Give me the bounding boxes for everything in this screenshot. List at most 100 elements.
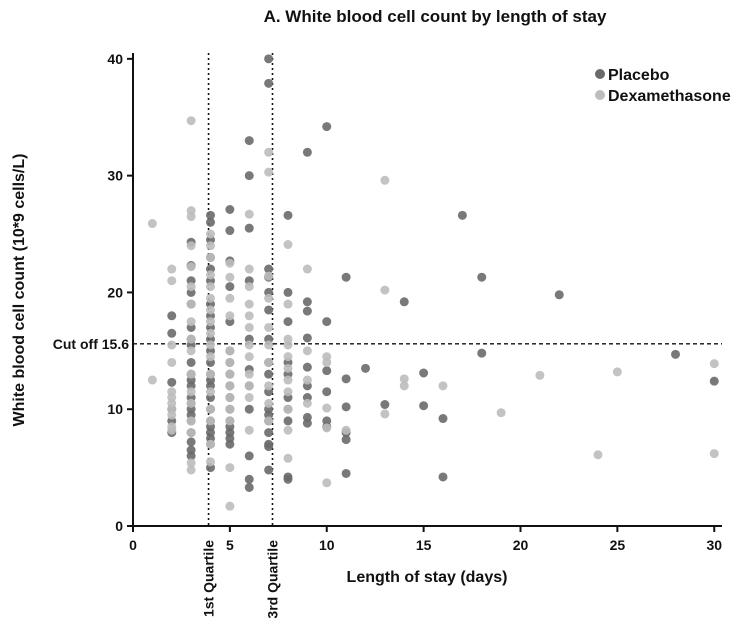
data-point <box>186 416 196 426</box>
data-point <box>206 404 215 414</box>
data-point <box>283 375 293 385</box>
data-point <box>225 501 235 511</box>
y-axis-label: White blood cell count (10*9 cells/L) <box>11 154 28 427</box>
data-point <box>225 272 235 282</box>
data-point <box>244 171 254 181</box>
data-point <box>283 363 293 373</box>
x-tick-label: 0 <box>129 537 137 553</box>
x-axis-label: Length of stay (days) <box>347 569 508 586</box>
data-point <box>186 398 196 408</box>
data-point <box>341 374 351 384</box>
data-point <box>380 175 390 185</box>
data-point <box>225 293 235 303</box>
data-point <box>186 346 196 356</box>
data-point <box>302 264 312 274</box>
data-point <box>244 223 254 233</box>
data-point <box>225 404 235 414</box>
data-point <box>361 363 370 373</box>
data-point <box>225 311 235 321</box>
data-point <box>302 398 312 408</box>
data-point <box>283 425 293 435</box>
data-point <box>302 375 312 385</box>
data-point <box>206 217 215 227</box>
data-point <box>322 317 332 327</box>
data-point <box>283 210 293 220</box>
reference-label: 3rd Quartile <box>265 540 281 619</box>
data-point <box>264 442 274 452</box>
data-point <box>302 147 312 157</box>
data-point <box>399 297 409 307</box>
data-point <box>225 258 235 268</box>
legend-label: Dexamethasone <box>608 88 731 105</box>
data-point <box>167 410 177 420</box>
data-point <box>186 262 196 272</box>
data-point <box>186 212 196 222</box>
data-point <box>206 369 215 379</box>
data-point <box>206 270 215 280</box>
data-point <box>322 403 332 413</box>
data-point <box>244 264 254 274</box>
data-point <box>283 317 293 327</box>
data-point <box>477 348 487 358</box>
data-point <box>206 352 215 362</box>
data-point <box>206 317 215 327</box>
data-point <box>206 293 215 303</box>
data-point <box>206 210 215 220</box>
data-point <box>167 357 177 367</box>
data-point <box>264 293 274 303</box>
data-point <box>283 240 293 250</box>
data-point <box>186 317 196 327</box>
data-point <box>283 416 293 426</box>
data-point <box>264 305 274 315</box>
data-point <box>380 400 390 410</box>
data-point <box>264 147 274 157</box>
data-point <box>225 463 235 473</box>
data-point <box>264 398 274 408</box>
data-point <box>302 418 312 428</box>
data-point <box>264 264 274 274</box>
data-point <box>671 349 680 359</box>
data-point <box>186 282 196 292</box>
data-point <box>283 299 293 309</box>
data-point <box>244 209 254 219</box>
data-point <box>264 465 274 475</box>
legend-label: Placebo <box>608 67 670 84</box>
data-point <box>554 290 564 300</box>
data-point <box>167 340 177 350</box>
data-point <box>244 393 254 403</box>
data-point <box>206 439 215 449</box>
data-point <box>709 449 719 459</box>
data-point <box>186 437 196 447</box>
data-point <box>322 478 332 488</box>
data-point <box>244 474 254 484</box>
data-point <box>186 334 196 344</box>
data-point <box>186 465 196 475</box>
data-point <box>341 272 351 282</box>
data-point <box>341 402 351 412</box>
data-point <box>264 428 274 438</box>
data-point <box>206 241 215 251</box>
data-point <box>244 352 254 362</box>
data-point <box>225 393 235 403</box>
data-point <box>612 367 622 377</box>
data-point <box>593 450 603 460</box>
data-point <box>225 204 235 214</box>
data-point <box>283 474 293 484</box>
data-point <box>186 116 196 126</box>
y-tick-label: 30 <box>107 168 123 184</box>
data-point <box>225 381 235 391</box>
data-point <box>167 425 177 435</box>
data-point <box>225 369 235 379</box>
data-point <box>225 346 235 356</box>
data-point <box>535 370 545 380</box>
data-point <box>322 423 332 433</box>
data-point <box>186 241 196 251</box>
data-point <box>186 387 196 397</box>
data-point <box>225 226 235 236</box>
data-point <box>206 229 215 239</box>
data-point <box>225 357 235 367</box>
data-point <box>302 333 312 343</box>
data-point <box>244 136 254 146</box>
data-point <box>147 375 157 385</box>
data-point <box>244 369 254 379</box>
